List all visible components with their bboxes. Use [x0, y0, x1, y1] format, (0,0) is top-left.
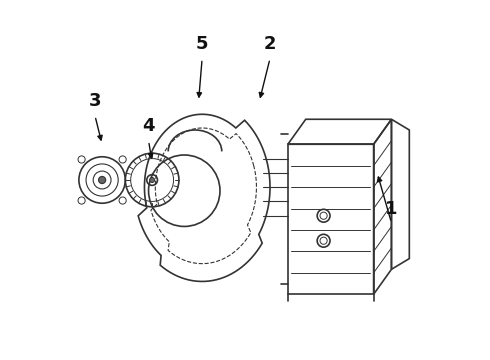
Text: 5: 5 — [196, 35, 208, 53]
Text: 1: 1 — [385, 199, 398, 217]
Text: 4: 4 — [142, 117, 155, 135]
Text: 2: 2 — [264, 35, 276, 53]
Circle shape — [149, 177, 155, 183]
Circle shape — [98, 176, 106, 184]
Text: 3: 3 — [89, 93, 101, 111]
